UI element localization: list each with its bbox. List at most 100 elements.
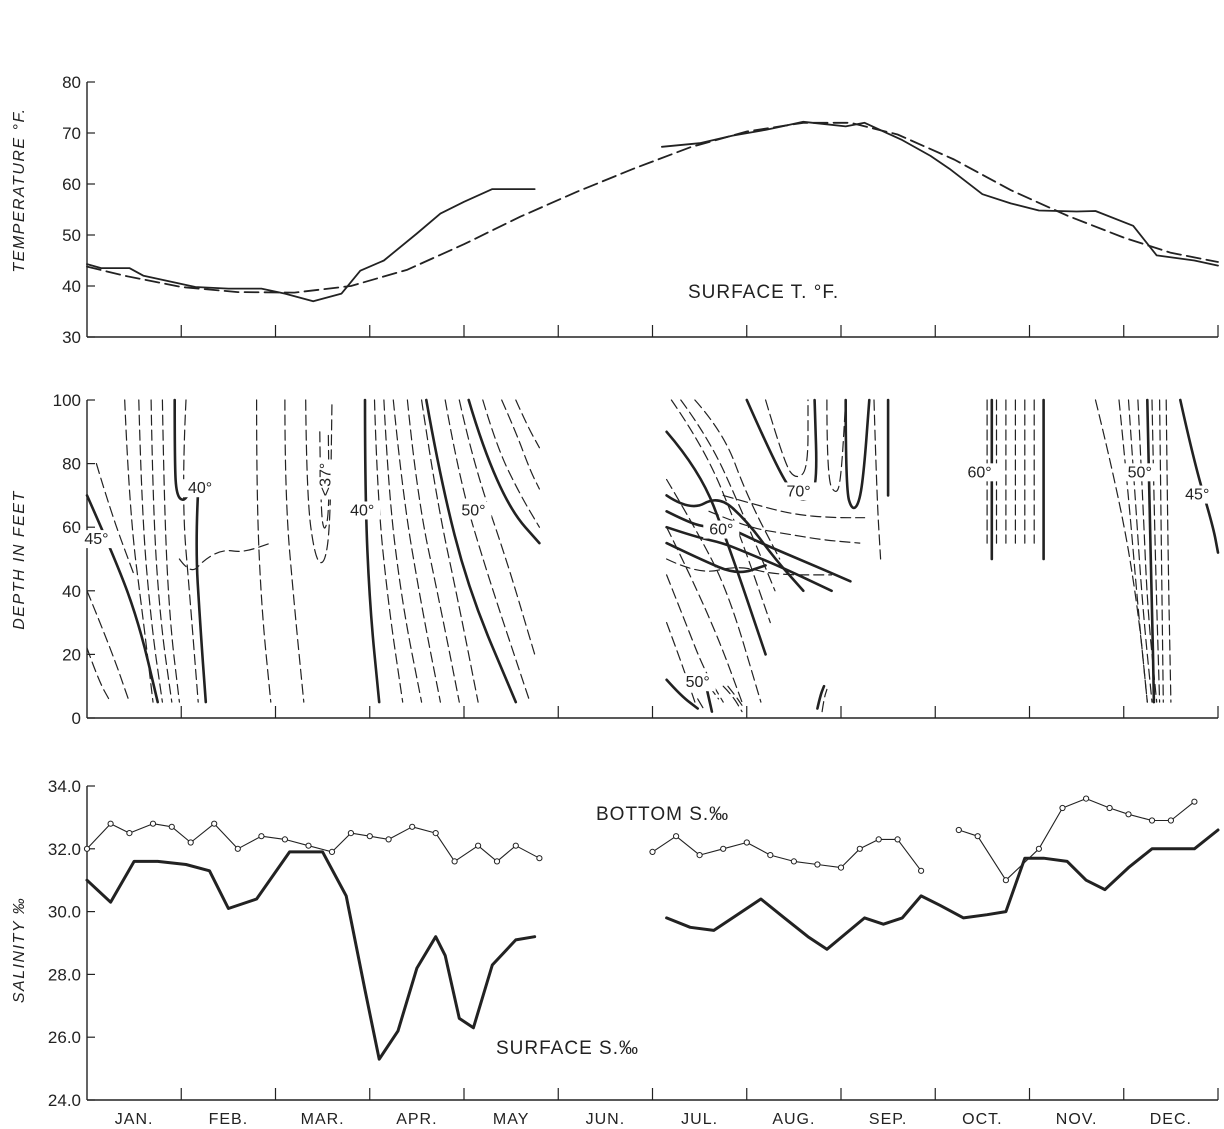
isotherm-dashed — [150, 399, 173, 703]
isotherm-solid — [665, 494, 805, 593]
isotherm-dashed — [183, 399, 199, 703]
bottom-salinity-point — [1059, 804, 1066, 812]
isotherm-dashed — [178, 542, 272, 571]
y-tick-label: 80 — [62, 73, 81, 92]
y-tick-label: 50 — [62, 226, 81, 245]
bottom-salinity-point — [366, 833, 373, 840]
bottom-salinity-point — [1002, 877, 1010, 884]
isotherm-solid — [1179, 398, 1220, 554]
bottom-salinity-point — [451, 858, 458, 865]
isotherm-label: 40° — [188, 480, 212, 497]
y-tick-label: 70 — [62, 124, 81, 143]
bottom-salinity-point — [187, 839, 194, 846]
surface-salinity-label: SURFACE S.‰ — [496, 1038, 639, 1059]
isotherm-solid — [665, 430, 767, 656]
bottom-salinity-point — [1167, 817, 1175, 824]
month-label: JUN. — [586, 1111, 626, 1128]
bottom-salinity-point — [814, 861, 821, 868]
isotherm-dashed — [821, 688, 828, 713]
isotherm-label-background — [780, 482, 817, 501]
isotherm-dashed — [406, 399, 460, 703]
bottom-salinity-point — [258, 833, 265, 840]
month-label: SEP. — [869, 1111, 907, 1128]
bottom-salinity-point — [536, 855, 543, 862]
isotherm-dashed — [708, 510, 861, 544]
y-tick-label: 30 — [62, 328, 81, 347]
bottom-salinity-point — [168, 823, 175, 830]
isotherm-dashed — [444, 399, 531, 703]
isotherm-dashed — [722, 494, 866, 519]
temperature-tick-labels: 30 40 50 60 70 80 — [62, 73, 81, 347]
isotherm-solid — [665, 678, 699, 710]
bottom-salinity-point — [1083, 795, 1090, 802]
bottom-salinity-point — [1125, 811, 1132, 818]
bottom-salinity-point — [875, 836, 882, 843]
y-tick-label: 34.0 — [48, 777, 81, 796]
isotherm-label-background — [703, 520, 740, 539]
month-label: APR. — [396, 1111, 437, 1128]
isotherm-label-background — [344, 501, 381, 520]
surface-temperature-annotation: SURFACE T. °F. — [688, 282, 839, 303]
depth-isotherm-panel: DEPTH IN FEET 0 20 40 60 80 100 45° 40° <37° 40°… — [11, 391, 1220, 728]
salinity-axis-label: SALINITY ‰ — [11, 897, 28, 1003]
isotherm-dashed — [826, 399, 847, 492]
isotherm-label: 45° — [84, 531, 108, 548]
month-labels: JAN. FEB. MAR. APR. MAY JUN. JUL. AUG. SEP. OCT. N… — [115, 1111, 1191, 1128]
bottom-salinity-point — [974, 833, 981, 840]
y-tick-label: 100 — [53, 391, 81, 410]
y-tick-label: 40 — [62, 582, 81, 601]
isotherm-solid — [467, 398, 541, 545]
isotherm-dashed — [722, 685, 743, 713]
bottom-salinity-point — [1106, 804, 1113, 812]
isotherm-dashed — [95, 463, 135, 576]
y-tick-label: 80 — [62, 455, 81, 474]
isotherm-label: 60° — [709, 522, 733, 539]
isotherm-solid — [85, 494, 159, 704]
depth-axis-label: DEPTH IN FEET — [11, 490, 28, 630]
bottom-salinity-point — [856, 845, 863, 852]
bottom-salinity-point — [475, 842, 482, 849]
isotherm-dashed — [383, 399, 423, 703]
bottom-salinity-point — [211, 820, 218, 827]
month-label: OCT. — [962, 1111, 1002, 1128]
isotherm-dashed — [666, 526, 743, 703]
bottom-salinity-point — [347, 830, 354, 837]
isotherm-solid — [425, 398, 518, 704]
isotherm-dashed — [86, 590, 130, 703]
isotherm-dashed — [138, 399, 163, 703]
isotherm-dashed — [421, 399, 479, 703]
temperature-panel: TEMPERATURE °F. 30 40 50 60 70 80 SURFACE T. … — [11, 73, 1219, 347]
isotherm-dashed — [482, 399, 540, 528]
bottom-salinity-point — [1148, 817, 1156, 824]
isotherm-solid — [195, 487, 208, 704]
depth-tick-labels: 0 20 40 60 80 100 — [53, 391, 81, 728]
isotherm-dashed — [727, 685, 743, 706]
isotherm-dashed — [392, 399, 441, 703]
bottom-salinity-point — [234, 845, 241, 852]
isotherm-solid — [363, 398, 381, 704]
y-tick-label: 60 — [62, 175, 81, 194]
isotherm-label-background — [961, 463, 998, 482]
bottom-salinity-point — [328, 848, 336, 856]
isotherm-solid — [844, 398, 871, 510]
bottom-salinity-point — [767, 852, 774, 859]
isotherm-label-background — [1179, 485, 1216, 504]
bottom-salinity-point — [83, 845, 91, 852]
month-label: MAR. — [301, 1111, 345, 1128]
y-tick-label: 0 — [72, 709, 81, 728]
bottom-salinity-line — [958, 798, 1195, 881]
y-tick-label: 32.0 — [48, 840, 81, 859]
isotherm-dashed — [680, 399, 776, 592]
temperature-axis-label: TEMPERATURE °F. — [11, 107, 28, 272]
surface-salinity-line — [85, 850, 537, 1061]
bottom-salinity-point — [385, 836, 392, 843]
bottom-salinity-point — [649, 848, 656, 856]
isotherm-label: 50° — [686, 674, 710, 691]
bottom-salinity-label: BOTTOM S.‰ — [596, 804, 729, 825]
isotherm-dashed — [1127, 399, 1153, 703]
month-label: AUG. — [772, 1111, 815, 1128]
bottom-salinity-point — [126, 830, 133, 837]
salinity-panel: SALINITY ‰ 24.0 26.0 28.0 30.0 32.0 34.0 BOTT… — [11, 777, 1220, 1128]
bottom-salinity-point — [281, 836, 288, 843]
